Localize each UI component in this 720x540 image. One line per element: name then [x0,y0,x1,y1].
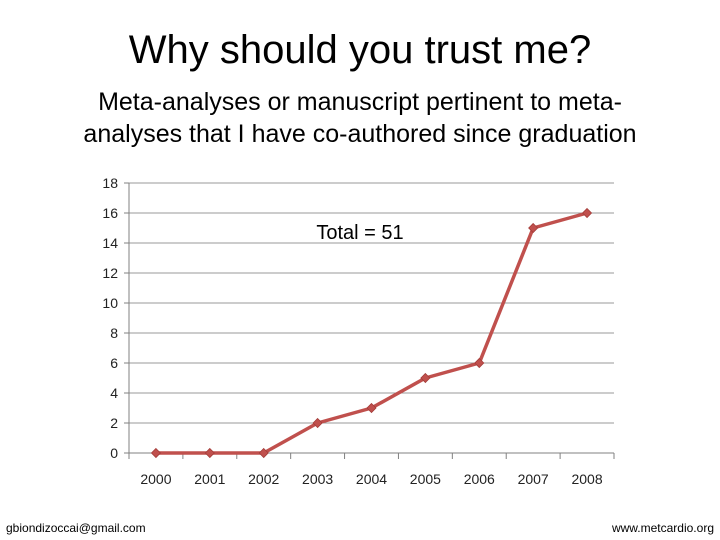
y-tick-label-2: 2 [110,415,118,431]
gridlines [129,182,614,424]
y-tick-label-18: 18 [102,175,118,191]
subtitle-line-1: Meta-analyses or manuscript pertinent to… [98,88,622,116]
x-tick-label-2005: 2005 [410,471,441,487]
data-point-2005 [420,372,431,384]
data-point-2008 [581,207,593,219]
footer-website: www.metcardio.org [611,521,714,535]
slide-title: Why should you trust me? [128,28,592,72]
y-tick-labels: 0 2 4 6 8 10 12 14 16 18 [102,175,118,461]
y-tick-label-12: 12 [102,265,118,281]
x-tick-label-2008: 2008 [571,471,602,487]
y-tick-label-14: 14 [102,235,118,251]
footer-email: gbiondizoccai@gmail.com [6,521,146,535]
data-series [150,207,593,459]
y-tick-label-8: 8 [110,325,118,341]
y-tick-label-10: 10 [102,295,118,311]
y-tick-label-0: 0 [110,445,118,461]
y-tick-label-4: 4 [110,385,118,401]
x-tick-label-2001: 2001 [194,471,225,487]
data-point-2001 [204,447,215,459]
data-point-2000 [150,447,162,459]
data-point-2003 [312,417,323,429]
x-tick-label-2000: 2000 [140,471,171,487]
x-tick-label-2003: 2003 [302,471,333,487]
data-point-2006 [474,357,485,369]
subtitle-line-2: analyses that I have co-authored since g… [83,120,637,148]
chart-annotation-total: Total = 51 [316,222,404,244]
data-point-2004 [366,402,377,414]
data-point-2007 [528,222,539,234]
x-tick-label-2007: 2007 [518,471,549,487]
x-tick-label-2006: 2006 [464,471,495,487]
x-tick-label-2004: 2004 [356,471,387,487]
data-point-2002 [258,447,269,459]
y-tick-label-6: 6 [110,355,118,371]
y-tick-label-16: 16 [102,205,118,221]
x-tick-label-2002: 2002 [248,471,279,487]
x-tick-labels: 2000 2001 2002 2003 2004 2005 2006 2007 2008 [140,471,602,487]
slide-subtitle: Meta-analyses or manuscript pertinent to… [0,86,720,150]
